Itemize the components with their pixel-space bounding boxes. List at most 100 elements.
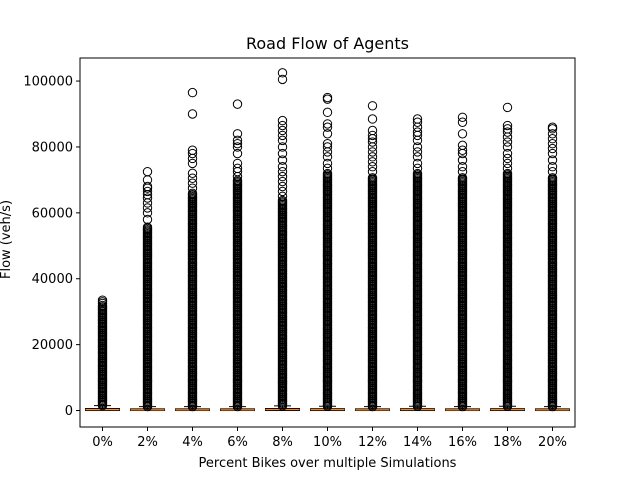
flier-point	[187, 173, 198, 183]
flier-point	[322, 168, 333, 179]
x-axis-label: Percent Bikes over multiple Simulations	[199, 456, 457, 471]
flier-point	[412, 163, 423, 174]
flier-point	[367, 173, 378, 183]
flier-point	[142, 186, 153, 197]
flier-point	[277, 68, 288, 78]
flier-point	[322, 122, 333, 132]
box-group	[130, 166, 165, 412]
flier-point	[322, 119, 333, 129]
fliers-group	[277, 68, 288, 411]
flier-point	[412, 114, 423, 124]
fliers-group	[547, 122, 558, 412]
flier-point	[502, 168, 513, 179]
flier-point	[277, 120, 288, 131]
flier-point	[547, 162, 558, 172]
flier-point	[322, 129, 333, 139]
flier-point	[502, 163, 513, 174]
flier-point	[547, 155, 558, 165]
flier-point	[502, 142, 513, 152]
flier-point	[277, 162, 288, 172]
flier-point	[547, 134, 558, 144]
flier-point	[502, 124, 513, 134]
flier-point	[277, 135, 288, 146]
box-group	[355, 101, 390, 412]
flier-point	[277, 130, 288, 141]
fliers-group	[232, 99, 243, 412]
flier-point	[232, 129, 243, 139]
y-tick-label: 20000	[32, 338, 73, 353]
flier-point	[367, 130, 378, 141]
flier-point	[547, 138, 558, 149]
flier-point	[277, 171, 288, 182]
x-tick-label: 14%	[403, 435, 432, 450]
flier-point	[367, 152, 378, 162]
flier-point	[457, 145, 468, 155]
fliers-group	[97, 295, 108, 411]
flier-point	[547, 148, 558, 159]
box-group	[175, 87, 210, 412]
x-tick-label: 6%	[227, 435, 248, 450]
flier-point	[322, 138, 333, 149]
box-group	[490, 102, 525, 412]
flier-point	[322, 158, 333, 169]
x-tick-label: 16%	[448, 435, 477, 450]
flier-point	[142, 203, 153, 213]
flier-point	[457, 140, 468, 151]
flier-point	[277, 186, 288, 197]
box-group	[85, 295, 120, 412]
flier-point	[232, 158, 243, 169]
flier-point	[502, 137, 513, 147]
flier-point	[457, 112, 468, 123]
box-group	[535, 122, 570, 412]
y-axis-ticks: 0 20000 40000 60000 80000 100000	[23, 75, 80, 419]
flier-point	[412, 152, 423, 162]
flier-point	[457, 166, 468, 177]
flier-point	[322, 163, 333, 174]
flier-point	[367, 166, 378, 177]
flier-point	[187, 145, 198, 155]
x-tick-label: 8%	[272, 435, 293, 450]
flier-point	[322, 142, 333, 152]
flier-point	[187, 158, 198, 169]
flier-point	[367, 147, 378, 157]
flier-point	[277, 166, 288, 177]
flier-point	[277, 176, 288, 187]
flier-point	[502, 127, 513, 137]
flier-point	[412, 147, 423, 157]
flier-point	[457, 117, 468, 127]
flier-point	[142, 222, 153, 232]
y-axis-label: Flow (veh/s)	[0, 200, 14, 279]
flier-point	[322, 107, 333, 118]
fliers-group	[457, 112, 468, 412]
box-group	[445, 112, 480, 412]
flier-point	[547, 143, 558, 154]
flier-point	[232, 138, 243, 149]
flier-point	[547, 129, 558, 139]
y-tick-label: 100000	[23, 75, 73, 90]
flier-point	[142, 208, 153, 218]
fliers-group	[142, 166, 153, 412]
flier-point	[277, 142, 288, 152]
flier-point	[277, 181, 288, 192]
fliers-group	[502, 102, 513, 411]
flier-point	[97, 295, 108, 305]
x-tick-label: 0%	[92, 435, 113, 450]
flier-point	[502, 158, 513, 169]
flier-point	[277, 74, 288, 85]
fliers-group	[367, 101, 378, 412]
flier-point	[142, 214, 153, 225]
x-tick-label: 10%	[313, 435, 342, 450]
flier-point	[547, 122, 558, 132]
box-group	[400, 114, 435, 412]
flier-point	[142, 193, 153, 203]
plot-area	[79, 57, 576, 428]
flier-point	[367, 125, 378, 136]
box-group	[220, 99, 255, 412]
fliers-group	[187, 87, 198, 412]
y-tick-label: 0	[65, 404, 73, 419]
x-tick-label: 20%	[538, 435, 567, 450]
flier-point	[412, 158, 423, 169]
flier-point	[187, 168, 198, 179]
flier-point	[502, 153, 513, 164]
